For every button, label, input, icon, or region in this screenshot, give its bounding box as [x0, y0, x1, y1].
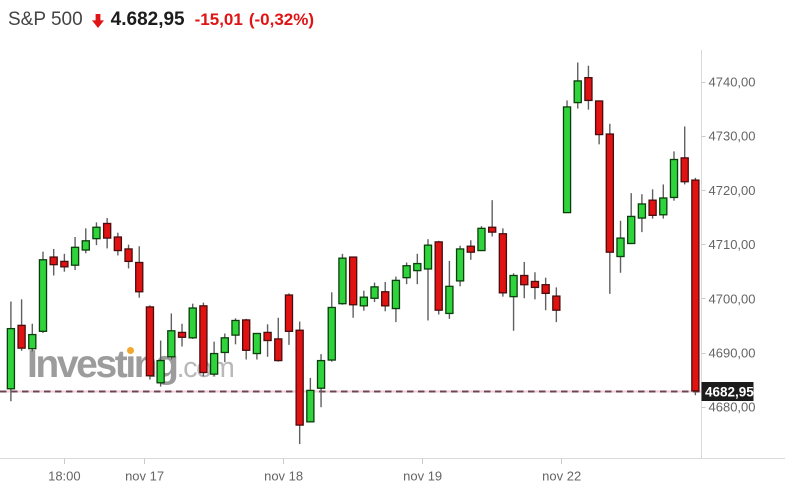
candle-body-down[interactable] — [274, 338, 283, 362]
candle-body-down[interactable] — [381, 291, 390, 307]
candle-body-up[interactable] — [423, 244, 433, 270]
candle-body-down[interactable] — [199, 305, 208, 374]
candle-body-down[interactable] — [113, 236, 123, 252]
candle-body-down[interactable] — [49, 256, 58, 266]
candle-body-down[interactable] — [680, 157, 689, 183]
arrow-down-icon — [91, 14, 104, 28]
candle-body-up[interactable] — [659, 197, 668, 216]
candle-body-down[interactable] — [520, 274, 529, 286]
candle-body-up[interactable] — [188, 307, 197, 339]
candle-body-down[interactable] — [434, 241, 443, 311]
price-axis-label[interactable]: 4690,00 — [709, 346, 756, 361]
candle-body-up[interactable] — [616, 237, 625, 258]
candle-body-down[interactable] — [145, 306, 155, 377]
candle-body-up[interactable] — [92, 226, 101, 240]
candle-body-up[interactable] — [445, 285, 454, 315]
candle-body-up[interactable] — [359, 296, 369, 307]
last-price: 4.682,95 — [110, 9, 185, 30]
candle-body-down[interactable] — [348, 256, 358, 306]
price-axis-label[interactable]: 4700,00 — [709, 291, 756, 306]
quote-header: S&P 500 4.682,95 -15,01 (-0,32%) — [8, 9, 314, 31]
candle-body-up[interactable] — [28, 333, 37, 350]
candle-body-down[interactable] — [594, 100, 604, 136]
price-change: -15,01 — [194, 10, 243, 29]
candle-body-up[interactable] — [81, 240, 90, 251]
candle-body-up[interactable] — [231, 319, 240, 336]
candle-body-up[interactable] — [627, 215, 636, 245]
price-axis-label[interactable]: 4730,00 — [709, 129, 756, 144]
candle-body-down[interactable] — [263, 331, 272, 342]
candle-body-down[interactable] — [124, 248, 133, 263]
candle-body-down[interactable] — [102, 222, 112, 239]
candle-body-up[interactable] — [306, 389, 315, 423]
price-axis-label[interactable]: 4710,00 — [709, 237, 756, 252]
candle-body-down[interactable] — [541, 284, 550, 295]
candle-body-up[interactable] — [70, 246, 80, 266]
candle-body-down[interactable] — [584, 77, 593, 102]
time-axis-label[interactable]: nov 18 — [264, 469, 303, 484]
candle-body-down[interactable] — [177, 331, 187, 338]
candle-body-down[interactable] — [17, 324, 26, 349]
last-price-badge — [701, 382, 754, 401]
time-axis-label[interactable]: nov 17 — [125, 469, 164, 484]
watermark-orange-dot-icon — [127, 347, 135, 354]
time-axis-label[interactable]: 18:00 — [48, 469, 81, 484]
candle-body-down[interactable] — [530, 280, 540, 289]
candle-body-up[interactable] — [669, 158, 679, 199]
candle-body-up[interactable] — [573, 80, 582, 104]
candle-body-down[interactable] — [605, 133, 615, 253]
candle-body-down[interactable] — [691, 179, 700, 392]
candle-body-up[interactable] — [370, 286, 379, 299]
time-axis-label[interactable]: nov 19 — [403, 469, 442, 484]
candle-body-down[interactable] — [135, 261, 144, 293]
candle-body-up[interactable] — [209, 352, 219, 375]
price-axis-label[interactable]: 4680,00 — [709, 400, 756, 415]
candle-body-up[interactable] — [338, 257, 347, 305]
candle-body-down[interactable] — [487, 226, 497, 233]
candle-body-up[interactable] — [477, 227, 486, 252]
candle-body-up[interactable] — [252, 332, 262, 355]
candle-body-up[interactable] — [6, 327, 16, 390]
candle-body-up[interactable] — [167, 330, 176, 358]
candle-body-up[interactable] — [413, 262, 422, 272]
candle-body-down[interactable] — [60, 260, 69, 268]
candle-body-down[interactable] — [241, 319, 251, 351]
candle-body-up[interactable] — [220, 337, 229, 354]
candle-body-down[interactable] — [648, 199, 657, 216]
price-change-percent: (-0,32%) — [248, 10, 315, 29]
candle-body-down[interactable] — [552, 295, 561, 311]
candle-body-down[interactable] — [295, 329, 304, 426]
candle-body-up[interactable] — [637, 203, 647, 219]
candle-body-up[interactable] — [38, 259, 48, 332]
candle-body-up[interactable] — [455, 248, 465, 282]
price-axis-label[interactable]: 4740,00 — [709, 75, 756, 90]
candle-body-up[interactable] — [509, 274, 518, 298]
candle-body-up[interactable] — [391, 279, 401, 310]
candle-body-up[interactable] — [316, 359, 326, 389]
candle-body-down[interactable] — [498, 233, 508, 294]
candle-body-up[interactable] — [327, 306, 336, 361]
candle-body-down[interactable] — [284, 294, 294, 332]
candle-body-up[interactable] — [156, 359, 165, 384]
candle-body-up[interactable] — [402, 265, 411, 279]
symbol-name: S&P 500 — [8, 9, 83, 30]
price-axis-label[interactable]: 4720,00 — [709, 183, 756, 198]
last-price-badge-label: 4682,95 — [705, 385, 754, 400]
candle-body-down[interactable] — [466, 245, 475, 253]
candle-body-up[interactable] — [562, 106, 572, 214]
time-axis-label[interactable]: nov 22 — [542, 469, 581, 484]
